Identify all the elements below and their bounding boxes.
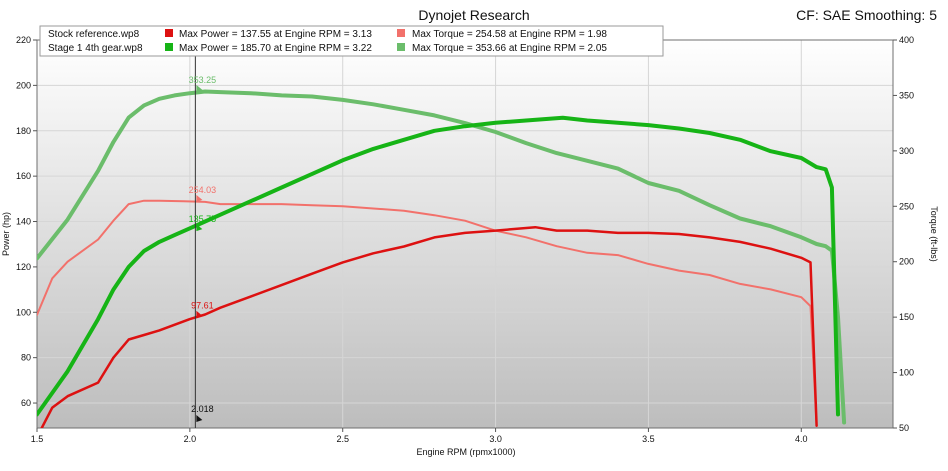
cursor-value-marker — [196, 224, 203, 232]
chart-title: Dynojet Research — [418, 7, 529, 23]
y-tick-label: 160 — [16, 171, 31, 181]
legend-swatch-power — [165, 29, 173, 37]
x-tick-label: 1.5 — [31, 434, 44, 444]
y2-tick-label: 300 — [899, 146, 914, 156]
legend-run-name: Stage 1 4th gear.wp8 — [48, 43, 143, 54]
y2-tick-label: 150 — [899, 312, 914, 322]
cursor-x-label: 2.018 — [191, 404, 214, 414]
y2-tick-label: 350 — [899, 90, 914, 100]
y2-tick-label: 100 — [899, 368, 914, 378]
cursor-value-marker — [196, 310, 203, 318]
x-tick-label: 4.0 — [795, 434, 808, 444]
cursor-value-label: 254.03 — [189, 185, 217, 195]
y-axis-label: Power (hp) — [1, 212, 11, 256]
y-tick-label: 200 — [16, 80, 31, 90]
y2-tick-label: 250 — [899, 201, 914, 211]
x-axis-ticks: 1.5 2.0 2.5 3.0 3.5 4.0 — [31, 428, 808, 444]
y2-tick-label: 200 — [899, 257, 914, 267]
cursor-x-marker — [196, 415, 203, 422]
x-tick-label: 3.0 — [489, 434, 502, 444]
y2-tick-label: 50 — [899, 423, 909, 433]
legend-row: Stock reference.wp8 Max Power = 137.55 a… — [48, 29, 607, 40]
y-axis-ticks: 60 80 100 120 140 160 180 200 220 — [16, 35, 37, 408]
series-line-stage1-torque — [37, 89, 847, 425]
cursor-value-label: 135.75 — [189, 214, 217, 224]
legend: Stock reference.wp8 Max Power = 137.55 a… — [39, 25, 664, 57]
cursor-marker[interactable]: 353.25 254.03 135.75 97.61 2.018 — [189, 40, 217, 428]
legend-row: Stage 1 4th gear.wp8 Max Power = 185.70 … — [48, 43, 607, 54]
y2-tick-label: 400 — [899, 35, 914, 45]
y-tick-label: 180 — [16, 126, 31, 136]
legend-torque-label: Max Torque = 353.66 at Engine RPM = 2.05 — [412, 43, 607, 54]
y-tick-label: 60 — [21, 398, 31, 408]
x-axis-label: Engine RPM (rpmx1000) — [416, 447, 515, 457]
legend-swatch-torque — [397, 29, 405, 37]
legend-run-name: Stock reference.wp8 — [48, 29, 140, 40]
cursor-value-marker — [196, 84, 203, 92]
cursor-value-label: 97.61 — [191, 301, 214, 311]
y2-axis-ticks: 50 100 150 200 250 300 350 400 — [893, 35, 914, 433]
legend-box — [39, 25, 664, 57]
x-tick-label: 2.0 — [184, 434, 197, 444]
y-tick-label: 140 — [16, 217, 31, 227]
legend-power-label: Max Power = 185.70 at Engine RPM = 3.22 — [179, 43, 372, 54]
correction-smoothing-label: CF: SAE Smoothing: 5 — [796, 7, 937, 23]
y-tick-label: 80 — [21, 353, 31, 363]
legend-torque-label: Max Torque = 254.58 at Engine RPM = 1.98 — [412, 29, 607, 40]
y-tick-label: 120 — [16, 262, 31, 272]
series-lines — [37, 89, 847, 428]
legend-power-label: Max Power = 137.55 at Engine RPM = 3.13 — [179, 29, 372, 40]
x-tick-label: 3.5 — [642, 434, 655, 444]
legend-swatch-power — [165, 43, 173, 51]
y-tick-label: 220 — [16, 35, 31, 45]
y2-axis-label: Torque (ft-lbs) — [929, 206, 939, 262]
cursor-value-marker — [196, 194, 203, 202]
series-line-stock-torque — [37, 199, 818, 427]
series-line-stock-power — [40, 225, 818, 428]
legend-swatch-torque — [397, 43, 405, 51]
x-tick-label: 2.5 — [336, 434, 349, 444]
cursor-value-label: 353.25 — [189, 75, 217, 85]
series-line-stage1-power — [37, 115, 840, 417]
y-tick-label: 100 — [16, 307, 31, 317]
